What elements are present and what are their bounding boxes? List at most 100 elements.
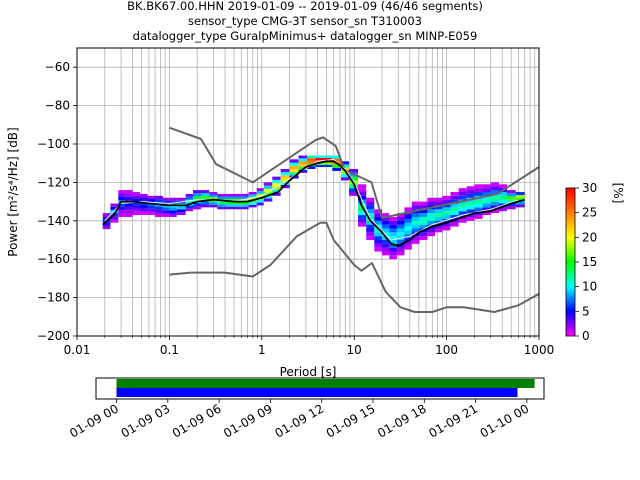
ppsd-cell <box>411 236 420 240</box>
x-tick-label: 1 <box>258 343 266 357</box>
ppsd-cell <box>209 202 218 205</box>
ppsd-cell <box>474 188 483 192</box>
ppsd-cell <box>396 228 405 233</box>
ppsd-cell <box>185 205 193 209</box>
ppsd-cell <box>349 184 359 189</box>
ppsd-cell <box>419 216 428 221</box>
ppsd-cell <box>162 197 170 201</box>
ppsd-cell <box>427 201 436 206</box>
ppsd-cell <box>382 243 390 248</box>
ppsd-cell <box>442 211 451 216</box>
ppsd-cell <box>450 203 459 208</box>
ppsd-cell <box>482 203 491 208</box>
ppsd-cell <box>396 232 405 237</box>
x-tick-label: 100 <box>435 343 458 357</box>
ppsd-cell <box>217 193 226 197</box>
timeline-bar <box>116 388 518 397</box>
ppsd-cell <box>256 188 264 192</box>
ppsd-cell <box>307 155 316 159</box>
ppsd-cell <box>256 193 264 197</box>
ppsd-cell <box>358 192 367 196</box>
ppsd-cell <box>358 188 367 192</box>
ppsd-cell <box>374 243 383 248</box>
ppsd-cell <box>139 211 148 216</box>
ppsd-cell <box>382 240 390 244</box>
ppsd-cell <box>256 191 264 194</box>
colorbar-tick-label: 15 <box>582 255 597 269</box>
x-tick-label: 1000 <box>524 343 555 357</box>
ppsd-cell <box>427 213 436 217</box>
ppsd-cell <box>450 192 459 196</box>
ppsd-cell <box>332 164 342 168</box>
title-line-1: BK.BK67.00.HHN 2019-01-09 -- 2019-01-09 … <box>127 0 483 13</box>
ppsd-cell <box>209 192 218 195</box>
ppsd-cell <box>358 195 367 200</box>
ppsd-cell <box>132 208 140 212</box>
ppsd-cell <box>358 207 367 212</box>
ppsd-cell <box>139 208 148 212</box>
ppsd-cell <box>225 196 234 200</box>
ppsd-cell <box>389 240 397 244</box>
ppsd-cell <box>341 170 350 175</box>
ppsd-cell <box>374 220 383 225</box>
y-tick-label: −80 <box>45 99 70 113</box>
ppsd-cell <box>298 161 308 165</box>
ppsd-cell <box>427 209 436 214</box>
ppsd-cell <box>474 207 483 212</box>
ppsd-cell <box>280 172 290 176</box>
ppsd-cell <box>256 199 264 203</box>
ppsd-cell <box>374 209 383 214</box>
ppsd-cell <box>474 199 483 204</box>
ppsd-cell <box>162 207 170 211</box>
ppsd-cell <box>209 204 218 208</box>
ppsd-cell <box>374 236 383 240</box>
ppsd-cell <box>280 181 290 185</box>
ppsd-cell <box>427 220 436 225</box>
ppsd-cell <box>323 157 333 161</box>
ppsd-cell <box>124 206 133 211</box>
ppsd-cell <box>499 184 507 189</box>
ppsd-cell <box>217 201 226 205</box>
ppsd-cell <box>241 206 249 210</box>
ppsd-cell <box>419 205 428 210</box>
ppsd-cell <box>366 201 375 206</box>
colorbar-tick-label: 0 <box>582 329 590 343</box>
ppsd-cell <box>374 232 383 237</box>
ppsd-cell <box>169 213 177 217</box>
y-axis-ticks: −200 −180 −160 −140 −120 −100 −80 −60 <box>37 60 77 343</box>
ppsd-cell <box>366 197 375 202</box>
ppsd-cell <box>411 224 420 229</box>
ppsd-cell <box>349 176 359 181</box>
ppsd-cell <box>192 202 202 207</box>
ppsd-cell <box>389 216 397 221</box>
ppsd-cell <box>474 203 483 208</box>
ppsd-cell <box>162 200 170 205</box>
ppsd-cell <box>435 201 443 206</box>
ppsd-cell <box>225 201 234 205</box>
plot-frame <box>76 47 540 337</box>
ppsd-cell <box>389 247 397 252</box>
ppsd-cell <box>307 158 316 161</box>
ppsd-cell <box>404 207 412 212</box>
ppsd-cell <box>132 211 140 216</box>
ppsd-cell <box>396 216 405 221</box>
ppsd-cell <box>366 232 375 237</box>
ppsd-cell <box>102 216 111 220</box>
ppsd-cell <box>382 220 390 225</box>
ppsd-cell <box>458 195 467 200</box>
ppsd-cell <box>155 199 163 203</box>
ppsd-cell <box>332 155 342 159</box>
ppsd-cell <box>411 201 420 206</box>
ppsd-cell <box>169 210 177 214</box>
ppsd-cell <box>404 241 412 246</box>
ppsd-cell <box>515 198 525 202</box>
ppsd-cell <box>374 213 383 217</box>
ppsd-cell <box>366 220 375 225</box>
ppsd-cell <box>474 192 483 196</box>
ppsd-cell <box>241 199 249 202</box>
ppsd-cell <box>298 158 308 162</box>
ppsd-cell <box>490 182 500 187</box>
ppsd-cell <box>315 157 324 161</box>
ppsd-cell <box>272 179 281 184</box>
